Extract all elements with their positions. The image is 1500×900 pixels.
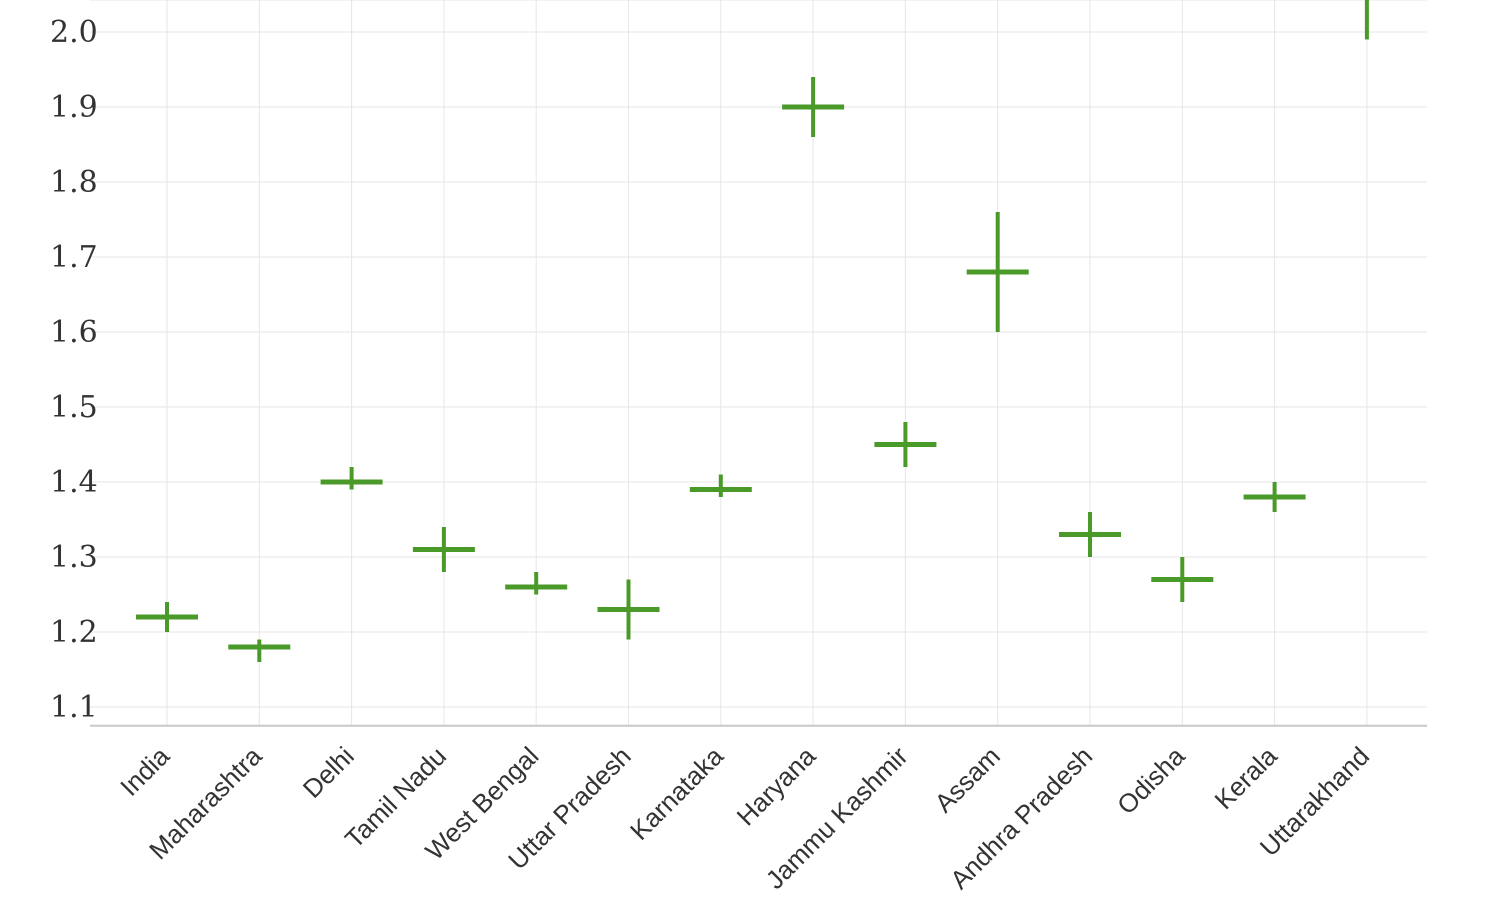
y-tick-label: 1.4 bbox=[50, 465, 98, 500]
error-bar-mark bbox=[782, 77, 845, 137]
error-bar-mark bbox=[136, 602, 198, 632]
error-bar-mark bbox=[505, 572, 568, 595]
error-bar-mark bbox=[1151, 557, 1214, 602]
y-tick-label: 1.1 bbox=[50, 690, 98, 725]
y-tick-label: 1.2 bbox=[50, 615, 98, 650]
x-tick-label: India bbox=[114, 740, 175, 801]
error-bar-mark bbox=[1243, 482, 1306, 512]
error-bar-mark bbox=[228, 639, 291, 662]
x-tick-label: Kerala bbox=[1208, 740, 1283, 815]
x-tick-label: Karnataka bbox=[624, 740, 729, 845]
grid-lines bbox=[90, 0, 1427, 726]
y-tick-label: 1.3 bbox=[50, 540, 98, 575]
x-tick-label: Odisha bbox=[1111, 740, 1191, 820]
error-bar-mark bbox=[320, 467, 383, 490]
x-tick-label: Delhi bbox=[297, 741, 360, 804]
error-bar-mark bbox=[966, 212, 1029, 332]
error-bar-mark bbox=[1059, 512, 1121, 557]
x-tick-label: Haryana bbox=[731, 740, 822, 831]
error-bar-mark bbox=[874, 422, 937, 467]
y-tick-label: 1.9 bbox=[50, 90, 98, 125]
y-axis-tick-labels: 1.1 1.2 1.3 1.4 1.5 1.6 1.7 1.8 1.9 2.0 bbox=[50, 15, 98, 725]
y-tick-label: 1.7 bbox=[50, 240, 98, 275]
error-bar-mark bbox=[689, 474, 752, 497]
y-tick-label: 1.5 bbox=[50, 390, 98, 425]
y-tick-label: 2.0 bbox=[50, 15, 98, 50]
x-tick-label: Assam bbox=[929, 741, 1006, 818]
y-tick-label: 1.6 bbox=[50, 315, 98, 350]
data-marks bbox=[136, 0, 1369, 662]
error-bar-mark bbox=[597, 579, 660, 640]
y-tick-label: 1.8 bbox=[50, 165, 98, 200]
error-bar-mark bbox=[1364, 0, 1369, 40]
error-bar-mark bbox=[412, 527, 475, 572]
